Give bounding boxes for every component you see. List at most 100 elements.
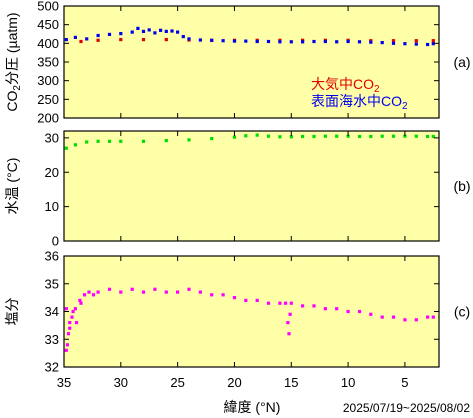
x-tick-label: 20 — [227, 375, 241, 390]
data-point — [85, 37, 89, 41]
y-tick-label: 30 — [45, 130, 59, 145]
y-tick-label: 200 — [37, 111, 59, 126]
data-point — [119, 38, 123, 42]
data-point — [232, 296, 237, 300]
y-tick-label: 32 — [45, 360, 59, 375]
x-axis-tick-labels: 35 30 25 20 15 10 5 — [57, 375, 409, 390]
data-point — [284, 301, 288, 305]
data-point — [357, 134, 362, 139]
y-tick-label: 500 — [37, 0, 59, 14]
data-point — [141, 29, 146, 33]
data-point — [64, 38, 68, 42]
x-tick-label: 10 — [341, 375, 355, 390]
panel-tag: (c) — [454, 304, 470, 320]
data-point — [266, 39, 271, 44]
data-point — [244, 39, 248, 43]
data-point — [369, 40, 373, 44]
data-point — [289, 40, 293, 44]
data-point — [255, 298, 259, 302]
data-point — [79, 301, 83, 305]
data-point — [278, 135, 282, 139]
data-point — [71, 309, 75, 314]
data-point — [153, 287, 157, 291]
data-point — [107, 287, 112, 291]
y-tick-label: 36 — [45, 249, 59, 264]
data-point — [244, 134, 248, 138]
y-axis-label: CO2分圧 (µatm) — [4, 12, 23, 111]
data-point — [136, 26, 140, 30]
y-tick-label: 300 — [37, 73, 59, 88]
data-point — [255, 39, 259, 44]
plot-frame — [63, 5, 440, 119]
y-tick-label: 450 — [37, 17, 59, 32]
y-axis-ticks: 0 10 20 30 — [45, 130, 439, 249]
data-point — [335, 134, 339, 138]
data-point — [79, 39, 83, 44]
data-point — [176, 290, 180, 294]
x-tick-label: 30 — [114, 375, 128, 390]
series-0 — [64, 133, 435, 150]
series-1 — [64, 26, 435, 47]
data-point — [278, 301, 282, 305]
legend-entry-air-co2: 大気中CO2 — [311, 76, 380, 95]
data-point — [232, 135, 237, 139]
data-point — [380, 134, 384, 138]
data-point — [414, 134, 418, 138]
plot-background — [64, 6, 439, 118]
data-point — [82, 293, 87, 297]
data-point — [431, 134, 435, 139]
data-point — [287, 332, 291, 336]
data-point — [414, 318, 418, 322]
data-point — [66, 332, 71, 336]
data-point — [391, 315, 396, 319]
data-point — [323, 134, 327, 138]
data-point — [414, 42, 418, 46]
data-point — [210, 137, 214, 141]
data-point — [335, 307, 339, 311]
data-point — [107, 32, 112, 36]
plot-background — [64, 256, 439, 367]
data-point — [68, 326, 72, 330]
data-point — [68, 321, 72, 325]
data-point — [301, 134, 305, 139]
data-point — [414, 39, 418, 43]
data-point — [65, 343, 69, 347]
data-point — [431, 315, 435, 319]
data-point — [141, 38, 146, 42]
data-point — [210, 38, 214, 42]
y-tick-label: 20 — [45, 165, 59, 180]
data-point — [176, 30, 180, 34]
y-tick-label: 350 — [37, 55, 59, 70]
data-point — [64, 348, 68, 352]
data-point — [91, 293, 96, 297]
data-point — [289, 301, 293, 305]
data-point — [426, 315, 430, 319]
data-point — [431, 42, 435, 46]
data-point — [164, 29, 168, 33]
x-tick-label: 15 — [284, 375, 298, 390]
data-point — [391, 39, 396, 43]
data-point — [380, 315, 384, 319]
data-point — [107, 139, 112, 143]
data-point — [73, 35, 77, 39]
data-point — [312, 304, 316, 308]
data-point — [391, 134, 396, 138]
data-point — [431, 39, 435, 43]
data-point — [130, 287, 134, 291]
data-point — [335, 40, 339, 44]
data-point — [357, 40, 362, 44]
data-point — [266, 134, 271, 138]
panel-1: 0 10 20 30 水温 (°C) (b) — [4, 130, 471, 248]
data-point — [244, 298, 248, 302]
plot-frame — [63, 130, 440, 242]
data-point — [96, 290, 100, 294]
data-point — [74, 321, 79, 325]
data-point — [221, 293, 225, 297]
data-point — [286, 321, 290, 325]
x-tick-label: 35 — [57, 375, 71, 390]
data-point — [87, 290, 91, 294]
data-point — [187, 138, 191, 142]
panel-tag: (b) — [453, 178, 470, 194]
data-point — [164, 139, 168, 143]
